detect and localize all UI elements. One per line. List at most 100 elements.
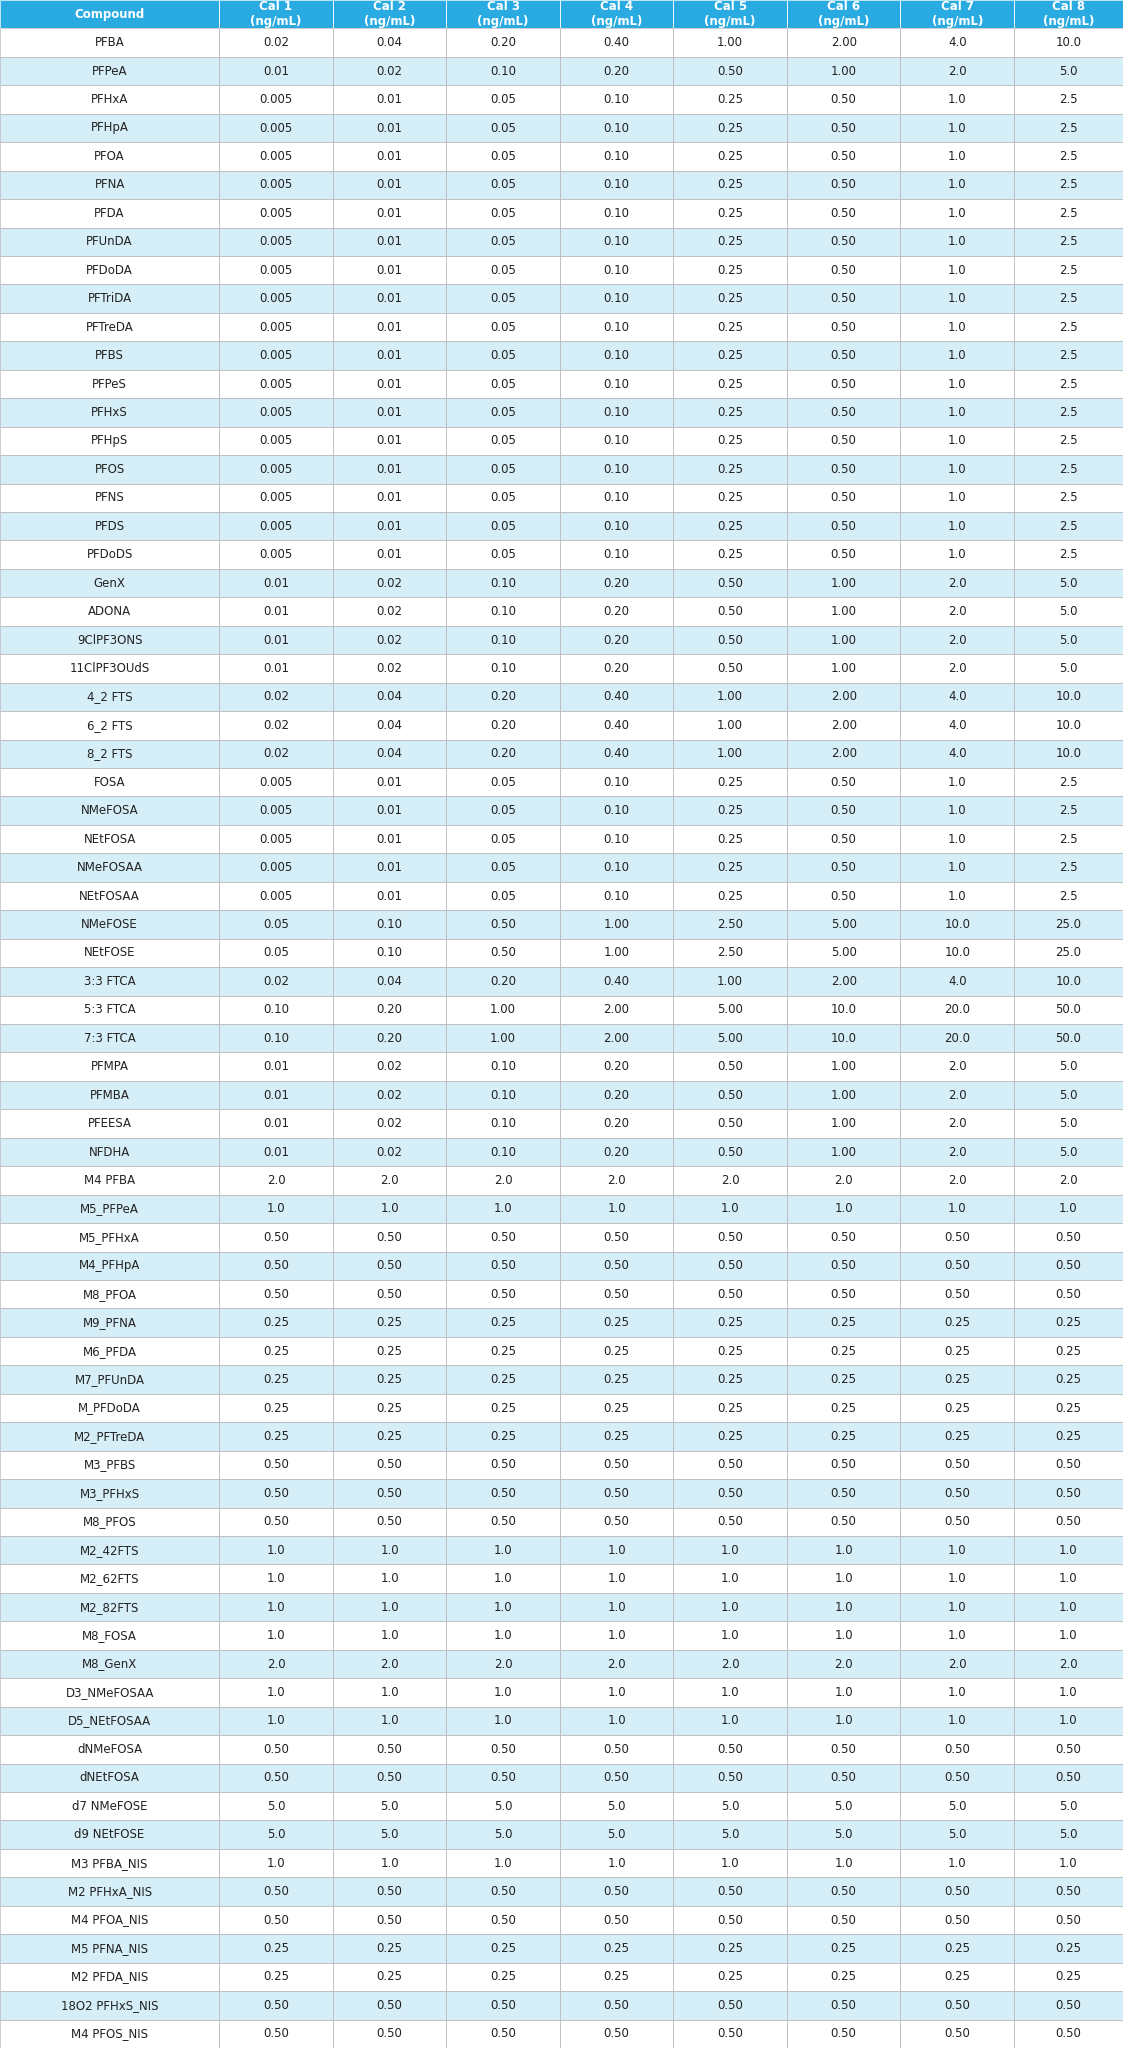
Text: 0.25: 0.25 bbox=[603, 1401, 630, 1415]
Bar bbox=[787, 541, 901, 569]
Bar bbox=[0, 883, 219, 909]
Bar bbox=[446, 739, 559, 768]
Text: 1.0: 1.0 bbox=[608, 1544, 626, 1556]
Text: PFDoDA: PFDoDA bbox=[86, 264, 133, 276]
Text: 1.00: 1.00 bbox=[718, 975, 743, 987]
Text: 2.5: 2.5 bbox=[1059, 293, 1078, 305]
Bar bbox=[901, 1337, 1014, 1366]
Bar bbox=[0, 711, 219, 739]
Text: 5.00: 5.00 bbox=[831, 918, 857, 932]
Text: 0.10: 0.10 bbox=[603, 860, 630, 874]
Text: 10.0: 10.0 bbox=[831, 1004, 857, 1016]
Bar bbox=[332, 170, 446, 199]
Bar bbox=[0, 0, 219, 29]
Bar bbox=[674, 455, 787, 483]
Text: 0.50: 0.50 bbox=[1056, 1288, 1081, 1300]
Bar bbox=[446, 825, 559, 854]
Text: 0.04: 0.04 bbox=[376, 748, 402, 760]
Text: 0.50: 0.50 bbox=[1056, 2028, 1081, 2040]
Text: 0.50: 0.50 bbox=[1056, 1913, 1081, 1927]
Bar bbox=[559, 0, 674, 29]
Bar bbox=[219, 57, 332, 86]
Text: 4.0: 4.0 bbox=[948, 975, 967, 987]
Bar bbox=[787, 1309, 901, 1337]
Text: 0.50: 0.50 bbox=[263, 2028, 289, 2040]
Bar bbox=[219, 541, 332, 569]
Bar bbox=[0, 825, 219, 854]
Text: 1.0: 1.0 bbox=[948, 1714, 967, 1726]
Bar bbox=[446, 1651, 559, 1677]
Text: GenX: GenX bbox=[93, 578, 126, 590]
Bar bbox=[901, 682, 1014, 711]
Bar bbox=[219, 569, 332, 598]
Bar bbox=[1014, 1024, 1123, 1053]
Bar bbox=[1014, 1309, 1123, 1337]
Bar bbox=[559, 1479, 674, 1507]
Bar bbox=[446, 797, 559, 825]
Bar bbox=[674, 1677, 787, 1706]
Bar bbox=[446, 1962, 559, 1991]
Bar bbox=[446, 1565, 559, 1593]
Bar bbox=[787, 342, 901, 371]
Text: 1.0: 1.0 bbox=[948, 776, 967, 788]
Text: 0.10: 0.10 bbox=[603, 121, 630, 135]
Bar bbox=[332, 256, 446, 285]
Bar bbox=[446, 371, 559, 397]
Text: 1.00: 1.00 bbox=[831, 578, 857, 590]
Text: 0.50: 0.50 bbox=[604, 2028, 630, 2040]
Bar bbox=[332, 598, 446, 627]
Text: M4 PFOS_NIS: M4 PFOS_NIS bbox=[71, 2028, 148, 2040]
Bar bbox=[559, 512, 674, 541]
Text: 1.0: 1.0 bbox=[721, 1628, 739, 1642]
Text: 1.0: 1.0 bbox=[948, 377, 967, 391]
Text: M2_42FTS: M2_42FTS bbox=[80, 1544, 139, 1556]
Bar bbox=[0, 854, 219, 883]
Bar bbox=[559, 1622, 674, 1651]
Bar bbox=[787, 115, 901, 141]
Text: 9ClPF3ONS: 9ClPF3ONS bbox=[76, 633, 143, 647]
Text: 0.50: 0.50 bbox=[831, 1458, 857, 1470]
Bar bbox=[787, 1507, 901, 1536]
Text: 0.005: 0.005 bbox=[259, 434, 293, 446]
Text: 1.0: 1.0 bbox=[494, 1714, 512, 1726]
Bar bbox=[446, 2019, 559, 2048]
Text: 1.00: 1.00 bbox=[831, 1090, 857, 1102]
Bar bbox=[901, 57, 1014, 86]
Text: 0.25: 0.25 bbox=[603, 1942, 630, 1956]
Bar bbox=[1014, 1849, 1123, 1878]
Text: 1.0: 1.0 bbox=[948, 434, 967, 446]
Text: 0.01: 0.01 bbox=[376, 322, 402, 334]
Bar bbox=[1014, 1677, 1123, 1706]
Text: 2.5: 2.5 bbox=[1059, 348, 1078, 362]
Bar bbox=[787, 711, 901, 739]
Text: 0.05: 0.05 bbox=[490, 805, 515, 817]
Bar bbox=[0, 682, 219, 711]
Bar bbox=[787, 141, 901, 170]
Text: 0.25: 0.25 bbox=[831, 1942, 857, 1956]
Text: 0.01: 0.01 bbox=[376, 293, 402, 305]
Text: 1.0: 1.0 bbox=[721, 1714, 739, 1726]
Text: 0.50: 0.50 bbox=[604, 1231, 630, 1243]
Text: 0.50: 0.50 bbox=[831, 889, 857, 903]
Bar bbox=[0, 1081, 219, 1110]
Text: 0.20: 0.20 bbox=[603, 1090, 630, 1102]
Text: 1.0: 1.0 bbox=[608, 1686, 626, 1700]
Bar bbox=[1014, 1421, 1123, 1450]
Text: 1.00: 1.00 bbox=[831, 1116, 857, 1130]
Bar bbox=[559, 141, 674, 170]
Bar bbox=[332, 397, 446, 426]
Text: 10.0: 10.0 bbox=[944, 918, 970, 932]
Bar bbox=[0, 1878, 219, 1907]
Bar bbox=[901, 541, 1014, 569]
Text: 1.0: 1.0 bbox=[948, 150, 967, 164]
Bar bbox=[901, 1395, 1014, 1421]
Bar bbox=[787, 57, 901, 86]
Text: 0.50: 0.50 bbox=[604, 1487, 630, 1499]
Text: 0.05: 0.05 bbox=[263, 946, 289, 958]
Bar bbox=[446, 1933, 559, 1962]
Bar bbox=[901, 483, 1014, 512]
Text: 0.05: 0.05 bbox=[490, 434, 515, 446]
Text: PFOS: PFOS bbox=[94, 463, 125, 475]
Text: 1.0: 1.0 bbox=[381, 1714, 399, 1726]
Bar bbox=[1014, 682, 1123, 711]
